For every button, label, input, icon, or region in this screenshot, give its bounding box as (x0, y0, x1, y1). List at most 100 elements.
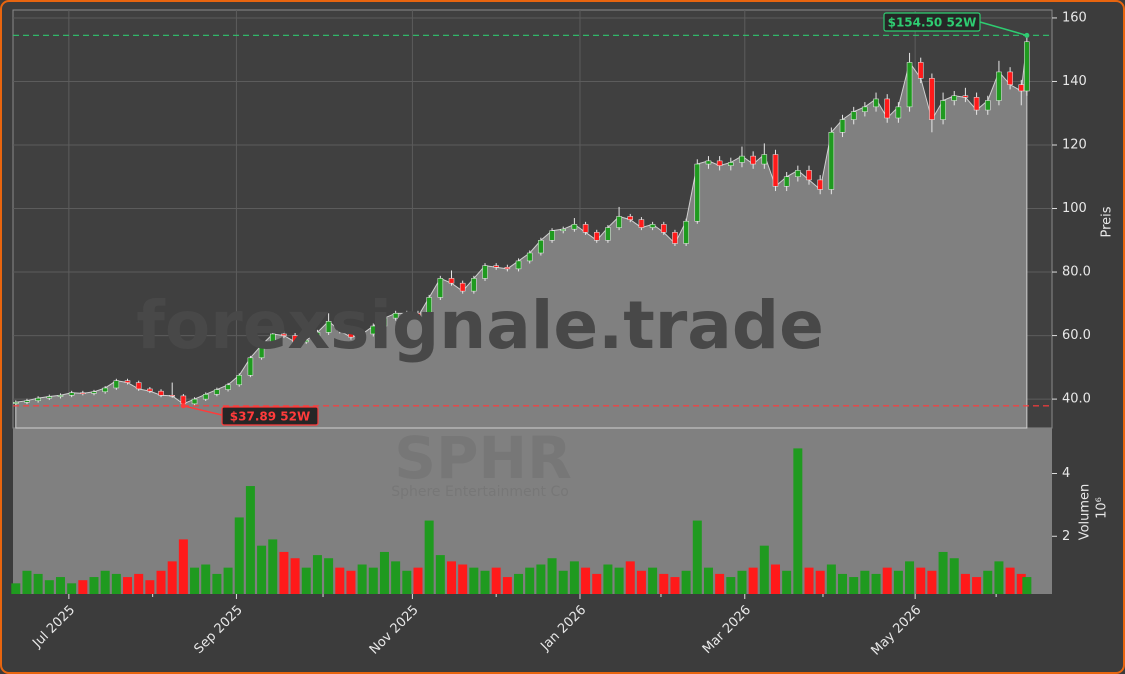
volume-bar (960, 573, 970, 594)
candle-body (13, 402, 19, 404)
candle-body (783, 176, 790, 187)
volume-bar (882, 567, 892, 594)
y-tick-label: 100 (1062, 201, 1087, 216)
candle-body (962, 95, 969, 98)
volume-bar (491, 567, 501, 594)
volume-scale: 10⁶ (1095, 497, 1110, 519)
candle-body (672, 232, 678, 244)
symbol-watermark: SPHR (394, 424, 571, 492)
volume-bar (1005, 567, 1015, 594)
volume-bar (927, 570, 937, 594)
candle-body (705, 160, 712, 165)
volume-bar (972, 577, 982, 594)
volume-bar (190, 567, 200, 594)
candle-body (504, 267, 511, 270)
candle-body (728, 162, 734, 166)
y-tick-label: 80.0 (1062, 265, 1091, 280)
volume-bar (145, 580, 155, 594)
candle-body (202, 394, 209, 400)
volume-bar (905, 561, 915, 594)
volume-bar (234, 517, 244, 594)
candle-body (538, 240, 544, 254)
volume-bar (525, 567, 535, 594)
candle-body (593, 232, 600, 241)
volume-bar (659, 573, 669, 594)
volume-bar (502, 577, 512, 594)
candle-body (761, 154, 768, 165)
volume-bar (223, 567, 233, 594)
volume-bar (815, 570, 825, 594)
candle-body (1007, 71, 1013, 85)
volume-bar (435, 555, 445, 594)
volume-bar (692, 520, 702, 594)
volume-bar (346, 570, 356, 594)
annotation-arrow (183, 405, 227, 417)
volume-bar (245, 486, 255, 594)
candle-body (359, 333, 365, 338)
volume-bar (782, 570, 792, 594)
volume-bar (558, 570, 568, 594)
candle-body (683, 220, 689, 244)
candle-body (940, 100, 946, 120)
candle-body (996, 71, 1002, 101)
volume-bar (447, 561, 457, 594)
volume-bar (368, 567, 378, 594)
candle-body (404, 313, 410, 315)
volume-bar (748, 567, 758, 594)
volume-bar (55, 577, 65, 594)
y-tick-label: 60.0 (1062, 328, 1091, 343)
volume-bar (726, 577, 736, 594)
y-tick-label: 140 (1062, 74, 1087, 89)
candle-body (582, 224, 589, 233)
candle-body (526, 252, 533, 262)
candle-body (158, 390, 164, 396)
candle-body (906, 62, 913, 108)
volume-tick-label: 2 (1062, 529, 1070, 544)
candle-body (191, 398, 198, 405)
candle-body (515, 260, 522, 270)
candle-body (35, 397, 41, 401)
volume-bar (480, 570, 490, 594)
candle-body (46, 396, 53, 399)
volume-bar (681, 570, 691, 594)
candle-body (169, 395, 175, 397)
volume-bar (569, 561, 579, 594)
candle-body (951, 95, 957, 101)
volume-bar (581, 567, 591, 594)
candle-body (258, 344, 265, 359)
candle-body (571, 224, 578, 230)
y-tick-label: 40.0 (1062, 392, 1091, 407)
y-axis-label: Preis (1100, 206, 1115, 237)
volume-bar (592, 573, 602, 594)
candle-body (135, 382, 142, 390)
annotation-label: $154.50 52W (888, 16, 977, 30)
volume-bar (715, 573, 725, 594)
candle-body (448, 278, 455, 284)
volume-bar (201, 564, 211, 594)
candle-body (873, 98, 879, 108)
volume-bar (770, 564, 780, 594)
candle-body (437, 278, 444, 298)
volume-bar (324, 558, 334, 594)
candle-body (214, 389, 220, 395)
volume-bar (838, 573, 848, 594)
volume-bar (78, 580, 88, 594)
candle-body (270, 333, 276, 346)
volume-bar (335, 567, 345, 594)
volume-bar (357, 564, 367, 594)
company-watermark: Sphere Entertainment Co (391, 484, 569, 500)
candle-body (750, 155, 756, 165)
candle-body (68, 392, 75, 396)
candle-body (806, 170, 812, 181)
volume-bar (916, 567, 926, 594)
volume-bar (100, 570, 110, 594)
volume-bar (625, 561, 635, 594)
candle-body (337, 321, 343, 332)
volume-bar (893, 570, 903, 594)
volume-bar (212, 573, 222, 594)
volume-bar (614, 567, 624, 594)
volume-bar (536, 564, 546, 594)
candle-body (1018, 84, 1025, 92)
volume-bar (424, 520, 434, 594)
volume-bar (44, 580, 54, 594)
